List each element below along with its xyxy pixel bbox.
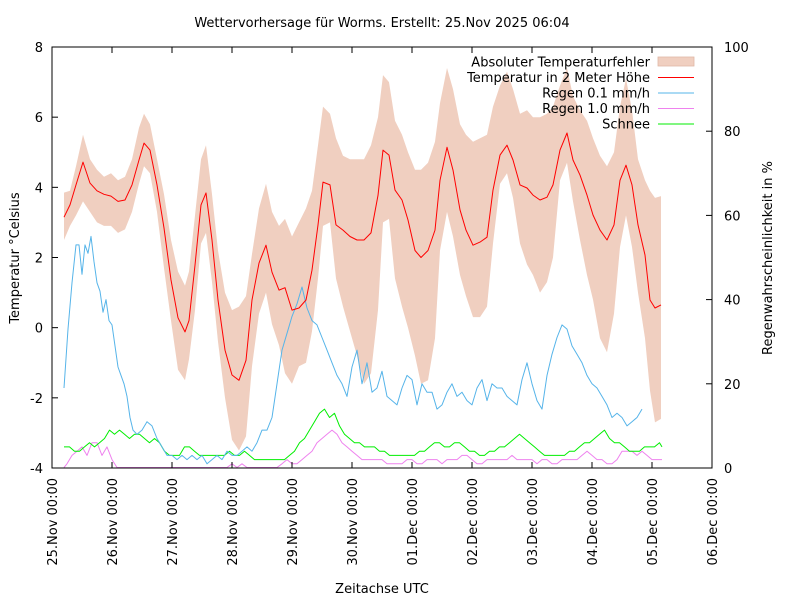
series-band-error	[64, 68, 661, 451]
y2-axis-label: Regenwahrscheinlichkeit in %	[761, 161, 776, 355]
x-tick-label: 27.Nov 00:00	[166, 478, 181, 566]
y-tick-label: 4	[35, 181, 43, 196]
legend-swatch-error	[657, 56, 695, 67]
y2-tick-label: 60	[724, 209, 741, 224]
y-tick-label: 0	[35, 322, 43, 337]
legend-label-snow: Schnee	[602, 118, 650, 133]
x-tick-label: 29.Nov 00:00	[286, 478, 301, 566]
series-line-temp	[63, 132, 662, 381]
y-tick-label: 2	[35, 252, 43, 267]
x-tick-label: 28.Nov 00:00	[226, 478, 241, 566]
y2-tick-label: 0	[724, 462, 732, 477]
x-tick-label: 26.Nov 00:00	[106, 478, 121, 566]
legend-label-rain10: Regen 1.0 mm/h	[542, 102, 650, 117]
chart-title: Wettervorhersage für Worms. Erstellt: 25…	[194, 16, 569, 31]
x-tick-label: 06.Dec 00:00	[706, 478, 721, 565]
legend-label-error: Absoluter Temperaturfehler	[471, 56, 650, 71]
x-tick-label: 25.Nov 00:00	[46, 478, 61, 566]
y-axis-right: 0 20 40 60 80 100	[706, 41, 749, 477]
legend-label-rain01: Regen 0.1 mm/h	[542, 87, 650, 102]
y-axis-left: -4 -2 0 2 4 6 8	[30, 41, 58, 477]
x-tick-label: 04.Dec 00:00	[586, 478, 601, 565]
x-axis: 25.Nov 00:00 26.Nov 00:00 27.Nov 00:00 28.N…	[46, 47, 721, 566]
legend-label-temp: Temperatur in 2 Meter Höhe	[466, 71, 650, 86]
temperature-error-band-layer	[64, 68, 661, 451]
y-tick-label: 8	[35, 41, 43, 56]
y-tick-label: -4	[30, 462, 43, 477]
y-tick-label: 6	[35, 111, 43, 126]
x-tick-label: 02.Dec 00:00	[466, 478, 481, 565]
y2-tick-label: 100	[724, 41, 749, 56]
x-tick-label: 30.Nov 00:00	[346, 478, 361, 566]
x-tick-label: 03.Dec 00:00	[526, 478, 541, 565]
y2-tick-label: 20	[724, 378, 741, 393]
series-line-rain01	[63, 235, 643, 465]
x-tick-label: 05.Dec 00:00	[646, 478, 661, 565]
y-tick-label: -2	[30, 392, 43, 407]
y2-tick-label: 40	[724, 294, 741, 309]
y2-tick-label: 80	[724, 125, 741, 140]
y-axis-label: Temperatur °Celsius	[8, 192, 23, 325]
x-tick-label: 01.Dec 00:00	[406, 478, 421, 565]
x-axis-label: Zeitachse UTC	[335, 582, 429, 597]
